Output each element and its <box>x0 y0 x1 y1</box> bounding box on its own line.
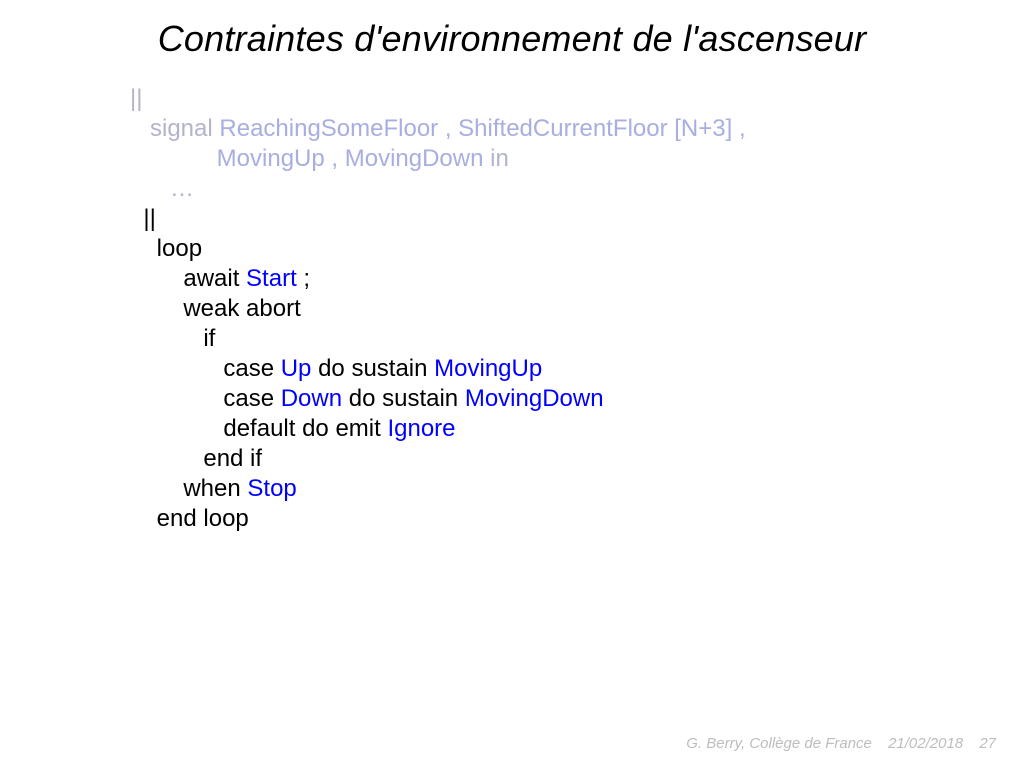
code-identifier: Start <box>246 265 297 292</box>
code-text: case <box>130 385 281 412</box>
code-ellipsis: … <box>130 175 194 202</box>
code-identifier: Ignore <box>387 415 455 442</box>
code-text: await <box>130 265 246 292</box>
code-text: case <box>130 355 281 382</box>
code-text: do sustain <box>311 355 434 382</box>
slide-title: Contraintes d'environnement de l'ascense… <box>0 0 1024 60</box>
code-line: || <box>130 205 156 232</box>
code-text: do sustain <box>342 385 465 412</box>
code-line: end loop <box>130 505 249 532</box>
code-identifier: Up <box>281 355 312 382</box>
code-line: if <box>130 325 215 352</box>
code-identifier: MovingDown <box>465 385 604 412</box>
code-signal-list: ReachingSomeFloor , ShiftedCurrentFloor … <box>219 115 745 142</box>
code-text: when <box>130 475 247 502</box>
code-block: || signal ReachingSomeFloor , ShiftedCur… <box>130 84 746 534</box>
footer-page: 27 <box>979 735 996 752</box>
code-line: loop <box>130 235 202 262</box>
code-text: ; <box>297 265 310 292</box>
code-keyword: in <box>490 145 509 172</box>
slide-footer: G. Berry, Collège de France 21/02/2018 2… <box>686 735 996 752</box>
code-line: end if <box>130 445 262 472</box>
code-identifier: Down <box>281 385 342 412</box>
code-text: signal <box>130 115 219 142</box>
code-signal-list: MovingUp , MovingDown <box>130 145 490 172</box>
footer-date: 21/02/2018 <box>888 735 963 752</box>
code-line: || <box>130 85 142 112</box>
footer-author: G. Berry, Collège de France <box>686 735 872 752</box>
code-text: default do emit <box>130 415 387 442</box>
code-identifier: MovingUp <box>434 355 542 382</box>
code-identifier: Stop <box>247 475 296 502</box>
code-line: weak abort <box>130 295 301 322</box>
